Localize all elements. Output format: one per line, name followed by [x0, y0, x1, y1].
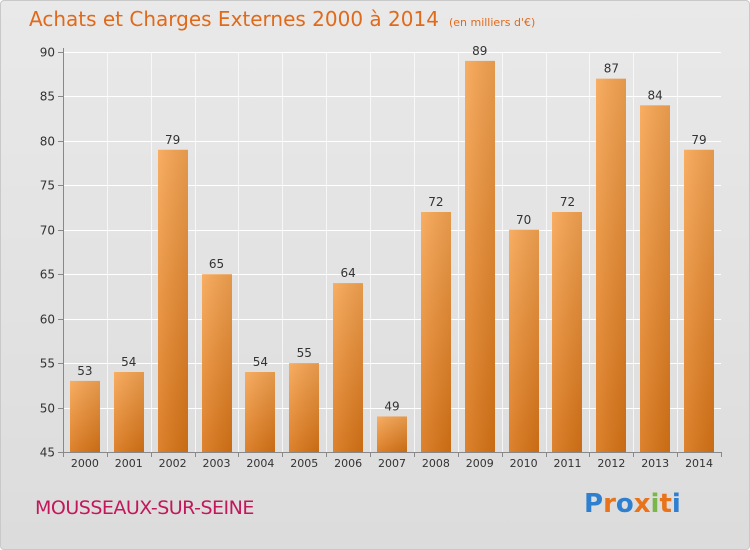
- bar-layer: [70, 60, 714, 453]
- x-tick-label: 2007: [378, 457, 406, 470]
- bar-shade: [114, 372, 144, 452]
- value-label: 89: [472, 44, 487, 58]
- value-label: 54: [253, 355, 268, 369]
- x-tick-label: 2002: [159, 457, 187, 470]
- x-tick-label: 2014: [685, 457, 713, 470]
- proxiti-logo: Proxiti: [584, 489, 681, 519]
- logo-letter: x: [633, 489, 651, 519]
- logo-letter: t: [659, 489, 672, 519]
- value-label: 72: [428, 195, 443, 209]
- town-name: MOUSSEAUX-SUR-SEINE: [35, 497, 254, 519]
- logo-letter: r: [603, 489, 616, 519]
- x-tick-label: 2003: [203, 457, 231, 470]
- x-tick-label: 2004: [246, 457, 274, 470]
- x-tick-label: 2005: [290, 457, 318, 470]
- axis-layer: 45 50 55 60 65 70 75 80 85 90 2000 2001 2002 2003 2004…: [40, 46, 722, 470]
- y-tick-label: 70: [40, 224, 55, 238]
- value-label: 87: [604, 62, 619, 76]
- bar-shade: [684, 149, 714, 452]
- y-tick-label: 50: [40, 402, 55, 416]
- y-tick-label: 60: [40, 313, 55, 327]
- y-tick-label: 80: [40, 135, 55, 149]
- x-tick-label: 2008: [422, 457, 450, 470]
- bar-shade: [465, 60, 495, 453]
- chart-title-text: Achats et Charges Externes 2000 à 2014: [29, 7, 439, 31]
- value-label: 55: [297, 346, 312, 360]
- chart-title: Achats et Charges Externes 2000 à 2014 (e…: [29, 7, 535, 31]
- x-tick-label: 2006: [334, 457, 362, 470]
- x-tick-label: 2009: [466, 457, 494, 470]
- bar-shade: [289, 363, 319, 452]
- y-tick-label: 65: [40, 268, 55, 282]
- x-tick-label: 2011: [553, 457, 581, 470]
- x-tick-label: 2001: [115, 457, 143, 470]
- logo-letter: i: [671, 489, 681, 519]
- value-label: 64: [340, 266, 355, 280]
- y-tick-label: 55: [40, 357, 55, 371]
- x-tick-label: 2010: [510, 457, 538, 470]
- bar-shade: [421, 212, 451, 452]
- logo-letter: o: [615, 489, 634, 519]
- bar-shade: [245, 372, 275, 452]
- value-label: 79: [691, 133, 706, 147]
- bar-shade: [158, 149, 188, 452]
- logo-letter: P: [584, 489, 604, 519]
- x-tick-label: 2012: [597, 457, 625, 470]
- bar-shade: [377, 416, 407, 452]
- bar-shade: [509, 229, 539, 452]
- y-tick-label: 45: [40, 446, 55, 460]
- bar-shade: [202, 274, 232, 452]
- chart-unit-label: (en milliers d'€): [448, 16, 536, 29]
- bar-shade: [552, 212, 582, 452]
- bar-shade: [70, 380, 100, 452]
- label-layer: 53 54 79 65 54 55 64 49 72 89 70 72 87 84 79: [77, 44, 706, 414]
- bar-shade: [333, 283, 363, 452]
- y-tick-label: 90: [40, 46, 55, 60]
- x-tick-label: 2013: [641, 457, 669, 470]
- x-tick-label: 2000: [71, 457, 99, 470]
- value-label: 84: [648, 88, 663, 102]
- value-label: 49: [384, 399, 399, 413]
- bar-shade: [596, 78, 626, 453]
- value-label: 70: [516, 213, 531, 227]
- value-label: 79: [165, 133, 180, 147]
- y-tick-label: 75: [40, 179, 55, 193]
- bar-shade: [640, 105, 670, 452]
- value-label: 53: [77, 364, 92, 378]
- value-label: 54: [121, 355, 136, 369]
- logo-letter: i: [650, 489, 660, 519]
- value-label: 65: [209, 257, 224, 271]
- value-label: 72: [560, 195, 575, 209]
- y-tick-label: 85: [40, 90, 55, 104]
